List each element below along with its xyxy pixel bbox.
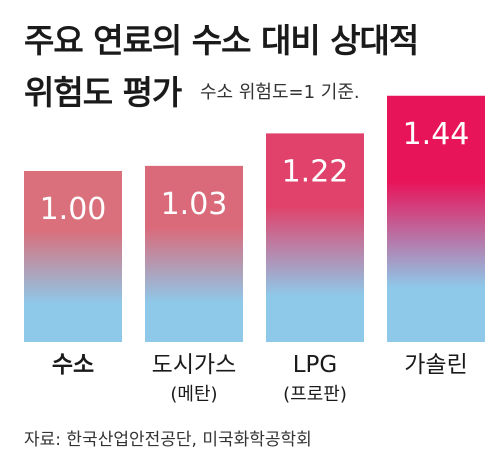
category-label-2: LPG: [293, 352, 338, 378]
value-label-0: 1.00: [40, 192, 107, 227]
category-label-0: 수소: [52, 352, 94, 378]
chart-title-line2: 위험도 평가: [24, 73, 182, 112]
value-label-2: 1.22: [282, 154, 349, 189]
source-note: 자료: 한국산업안전공단, 미국화학공학회: [24, 430, 312, 450]
value-label-3: 1.44: [403, 117, 470, 152]
category-label-1: 도시가스: [152, 352, 237, 378]
chart-title-line1: 주요 연료의 수소 대비 상대적: [24, 21, 419, 60]
category-sublabel-2: (프로판): [283, 384, 347, 405]
bar-1: [145, 165, 243, 342]
value-label-1: 1.03: [161, 187, 228, 222]
chart-subtitle: 수소 위험도=1 기준.: [200, 82, 360, 103]
category-sublabel-1: (메탄): [170, 384, 217, 405]
bar-2: [266, 133, 364, 342]
bar-0: [24, 171, 122, 342]
category-label-3: 가솔린: [404, 352, 467, 378]
bar-3: [387, 95, 485, 342]
